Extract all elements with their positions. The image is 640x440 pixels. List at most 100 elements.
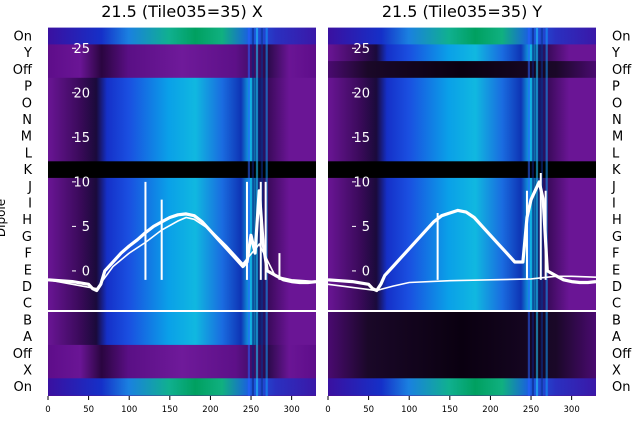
heatmap-row-f xyxy=(328,244,596,263)
x-tick-label: 250 xyxy=(523,405,539,415)
row-label-right: A xyxy=(612,330,621,345)
streak-1 xyxy=(251,28,254,396)
streak-1 xyxy=(531,28,534,396)
row-label-left: J xyxy=(27,180,32,195)
row-label-right: M xyxy=(612,130,623,145)
x-tick-label: 300 xyxy=(564,405,580,415)
row-label-right: I xyxy=(612,197,616,212)
streak-4 xyxy=(545,28,548,396)
row-label-left: I xyxy=(28,197,32,212)
heatmap-row-b xyxy=(48,311,316,329)
x-tick-label: 0 xyxy=(325,405,330,415)
row-label-right: Y xyxy=(611,46,620,61)
heatmap-row-l xyxy=(48,144,316,162)
x-tick-label: 100 xyxy=(401,405,417,415)
streak-2 xyxy=(535,28,539,396)
heatmap-row-i xyxy=(328,194,596,212)
row-label-right: K xyxy=(612,163,621,178)
row-label-right: X xyxy=(612,364,621,379)
heatmap-row-n xyxy=(48,111,316,129)
y-tick-label: 10 xyxy=(353,175,370,190)
row-label-right: P xyxy=(612,80,620,95)
row-label-right: D xyxy=(612,280,622,295)
row-label-right: G xyxy=(612,230,622,245)
heatmap-row-on xyxy=(328,378,596,396)
row-label-right: C xyxy=(612,297,621,312)
x-tick-label: 150 xyxy=(442,405,458,415)
row-label-left: Y xyxy=(23,46,32,61)
heatmap-row-on xyxy=(48,378,316,396)
heatmap-row-b xyxy=(328,311,596,329)
heatmap-row-a xyxy=(48,328,316,346)
y-tick-label: 10 xyxy=(73,175,90,190)
x-tick-label: 300 xyxy=(284,405,300,415)
x-tick-label: 250 xyxy=(243,405,259,415)
row-label-left: P xyxy=(24,80,32,95)
row-label-right: Off xyxy=(612,347,632,362)
x-tick-label: 0 xyxy=(45,405,50,415)
x-tick-label: 200 xyxy=(202,405,218,415)
x-tick-label: 100 xyxy=(121,405,137,415)
series-thin-line xyxy=(327,275,597,292)
row-label-left: B xyxy=(23,313,32,328)
row-label-left: E xyxy=(24,263,32,278)
x-tick-label: 50 xyxy=(83,405,94,415)
row-label-left: X xyxy=(23,364,32,379)
heatmap-row-x xyxy=(328,361,596,379)
row-label-left: Off xyxy=(13,347,33,362)
row-label-right: On xyxy=(612,30,630,45)
row-label-right: J xyxy=(611,180,616,195)
heatmap-row-c xyxy=(48,294,316,313)
panel-title: 21.5 (Tile035=35) X xyxy=(101,2,263,21)
panel-title: 21.5 (Tile035=35) Y xyxy=(382,2,543,21)
series-line xyxy=(327,180,597,293)
row-label-left: A xyxy=(23,330,32,345)
y-tick-label: 25 xyxy=(73,42,90,57)
y-tick-label: 0 xyxy=(82,264,90,279)
row-label-right: N xyxy=(612,113,622,128)
row-label-right: O xyxy=(612,96,622,111)
row-label-right: L xyxy=(612,146,620,161)
streak-3 xyxy=(540,28,543,396)
heatmap-row-off xyxy=(328,344,596,363)
y-tick-label: 20 xyxy=(353,86,370,101)
y-tick-label: 25 xyxy=(353,42,370,57)
row-label-left: L xyxy=(25,146,33,161)
row-label-right: E xyxy=(612,263,620,278)
row-label-right: H xyxy=(612,213,622,228)
row-label-left: G xyxy=(22,230,32,245)
heatmap-row-off xyxy=(328,61,596,79)
row-label-left: K xyxy=(23,163,32,178)
series-thin-line xyxy=(47,216,317,290)
row-label-left: On xyxy=(14,30,32,45)
row-label-left: M xyxy=(21,130,32,145)
y-tick-label: 0 xyxy=(362,264,370,279)
row-label-left: N xyxy=(22,113,32,128)
streak-0 xyxy=(247,28,250,396)
heatmap-row-off xyxy=(48,344,316,363)
series-line xyxy=(47,189,317,293)
heatmap-row-a xyxy=(328,328,596,346)
x-tick-label: 200 xyxy=(482,405,498,415)
heatmap-row-c xyxy=(328,294,596,313)
y-tick-label: 5 xyxy=(362,220,370,235)
heatmap-row-f xyxy=(48,244,316,263)
row-label-right: On xyxy=(612,380,630,395)
heatmap-row-i xyxy=(48,194,316,212)
row-label-left: C xyxy=(23,297,32,312)
x-tick-label: 150 xyxy=(162,405,178,415)
y-tick-label: 5 xyxy=(82,220,90,235)
row-label-right: Off xyxy=(612,63,632,78)
row-label-left: D xyxy=(22,280,32,295)
row-label-right: F xyxy=(612,247,619,262)
x-tick-label: 50 xyxy=(363,405,374,415)
y-axis-label: Dipole xyxy=(0,199,8,237)
row-label-left: On xyxy=(14,380,32,395)
heatmap-row-x xyxy=(48,361,316,379)
y-tick-label: 15 xyxy=(353,131,370,146)
